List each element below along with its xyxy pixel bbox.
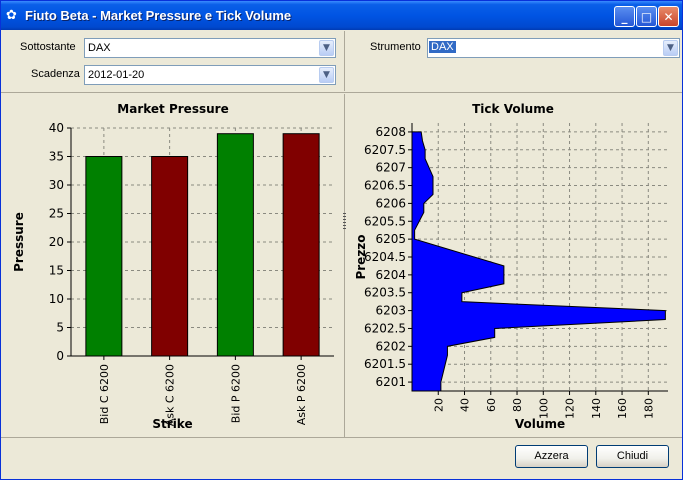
sottostante-label: Sottostante: [20, 41, 76, 53]
y-tick-label: 6201: [375, 375, 406, 389]
x-axis-label: Strike: [152, 417, 192, 431]
x-tick-label: 20: [432, 398, 445, 412]
sottostante-value: DAX: [88, 42, 111, 54]
x-axis-label: Volume: [515, 417, 565, 431]
y-tick-label: 6202: [375, 339, 406, 353]
y-tick-label: 0: [56, 349, 64, 363]
y-tick-label: 6207: [375, 161, 406, 175]
bar: [85, 156, 123, 357]
y-axis-label: Prezzo: [354, 234, 368, 279]
y-tick-label: 5: [56, 321, 64, 335]
tick-volume-chart: 20 40 60 80 100 120 140 160 180 6201 6201.5 6202 620…: [354, 123, 668, 431]
form-divider: [1, 92, 682, 93]
x-tick-label: 160: [616, 398, 629, 419]
y-tick-label: 20: [49, 235, 64, 249]
close-icon: ✕: [663, 10, 674, 24]
y-tick-label: 6204: [375, 268, 406, 282]
y-tick-label: 25: [49, 207, 64, 221]
strumento-value: DAX: [429, 41, 456, 53]
y-tick-label: 6204.5: [364, 250, 406, 264]
app-icon: ✿: [6, 8, 17, 23]
y-tick-label: 6206: [375, 196, 406, 210]
top-divider: [344, 31, 345, 91]
bottom-divider: [1, 437, 682, 438]
y-tick-label: 6205.5: [364, 214, 406, 228]
x-tick-label: Ask C 6200: [164, 364, 177, 426]
y-tick-label: 30: [49, 178, 64, 192]
split-pane-grip[interactable]: [343, 213, 346, 231]
x-tick-label: 80: [511, 398, 524, 412]
x-tick-label: Bid C 6200: [98, 364, 111, 424]
maximize-icon: □: [640, 10, 653, 24]
y-tick-label: 10: [49, 292, 64, 306]
y-tick-label: 6208: [375, 125, 406, 139]
chevron-down-icon[interactable]: ▼: [663, 40, 678, 56]
y-tick-label: 35: [49, 150, 64, 164]
x-tick-label: 140: [590, 398, 603, 419]
scadenza-value: 2012-01-20: [88, 69, 145, 81]
x-tick-label: Ask P 6200: [295, 364, 308, 425]
chevron-down-icon[interactable]: ▼: [319, 67, 334, 83]
y-tick-label: 6203.5: [364, 286, 406, 300]
y-tick-label: 6207.5: [364, 143, 406, 157]
title-bar[interactable]: ✿ Fiuto Beta - Market Pressure e Tick Vo…: [1, 1, 682, 30]
y-tick-label: 6203: [375, 304, 406, 318]
minimize-icon: _: [621, 10, 628, 24]
strumento-select[interactable]: DAX ▼: [427, 38, 680, 58]
bar: [282, 133, 320, 357]
bar: [216, 133, 254, 357]
y-tick-label: 40: [49, 121, 64, 135]
window-title: Fiuto Beta - Market Pressure e Tick Volu…: [25, 8, 292, 23]
bar: [151, 156, 189, 357]
x-tick-label: 40: [459, 398, 472, 412]
scadenza-label: Scadenza: [31, 68, 80, 80]
minimize-button[interactable]: _: [614, 6, 635, 27]
close-button[interactable]: Chiudi: [596, 445, 669, 468]
volume-profile-area: [411, 131, 666, 392]
x-tick-label: Bid P 6200: [229, 364, 242, 423]
market-pressure-title: Market Pressure: [117, 102, 229, 116]
y-tick-label: 6205: [375, 232, 406, 246]
x-tick-label: 180: [642, 398, 655, 419]
split-pane-divider[interactable]: [344, 94, 345, 437]
strumento-label: Strumento: [370, 41, 421, 53]
x-tick-label: 120: [564, 398, 577, 419]
x-tick-label: 100: [537, 398, 550, 419]
market-pressure-chart: 0 5 10 15 20 25 30 35 40 Bid C 6200 Ask C 6200 Bid …: [12, 121, 334, 431]
y-tick-label: 6206.5: [364, 179, 406, 193]
close-window-button[interactable]: ✕: [658, 6, 679, 27]
y-axis-label: Pressure: [12, 212, 26, 272]
scadenza-select[interactable]: 2012-01-20 ▼: [84, 65, 336, 85]
y-tick-label: 6202.5: [364, 321, 406, 335]
y-tick-label: 6201.5: [364, 357, 406, 371]
y-tick-label: 15: [49, 264, 64, 278]
maximize-button[interactable]: □: [636, 6, 657, 27]
chevron-down-icon[interactable]: ▼: [319, 40, 334, 56]
x-tick-label: 60: [485, 398, 498, 412]
tick-volume-title: Tick Volume: [472, 102, 554, 116]
reset-button[interactable]: Azzera: [515, 445, 588, 468]
sottostante-select[interactable]: DAX ▼: [84, 38, 336, 58]
